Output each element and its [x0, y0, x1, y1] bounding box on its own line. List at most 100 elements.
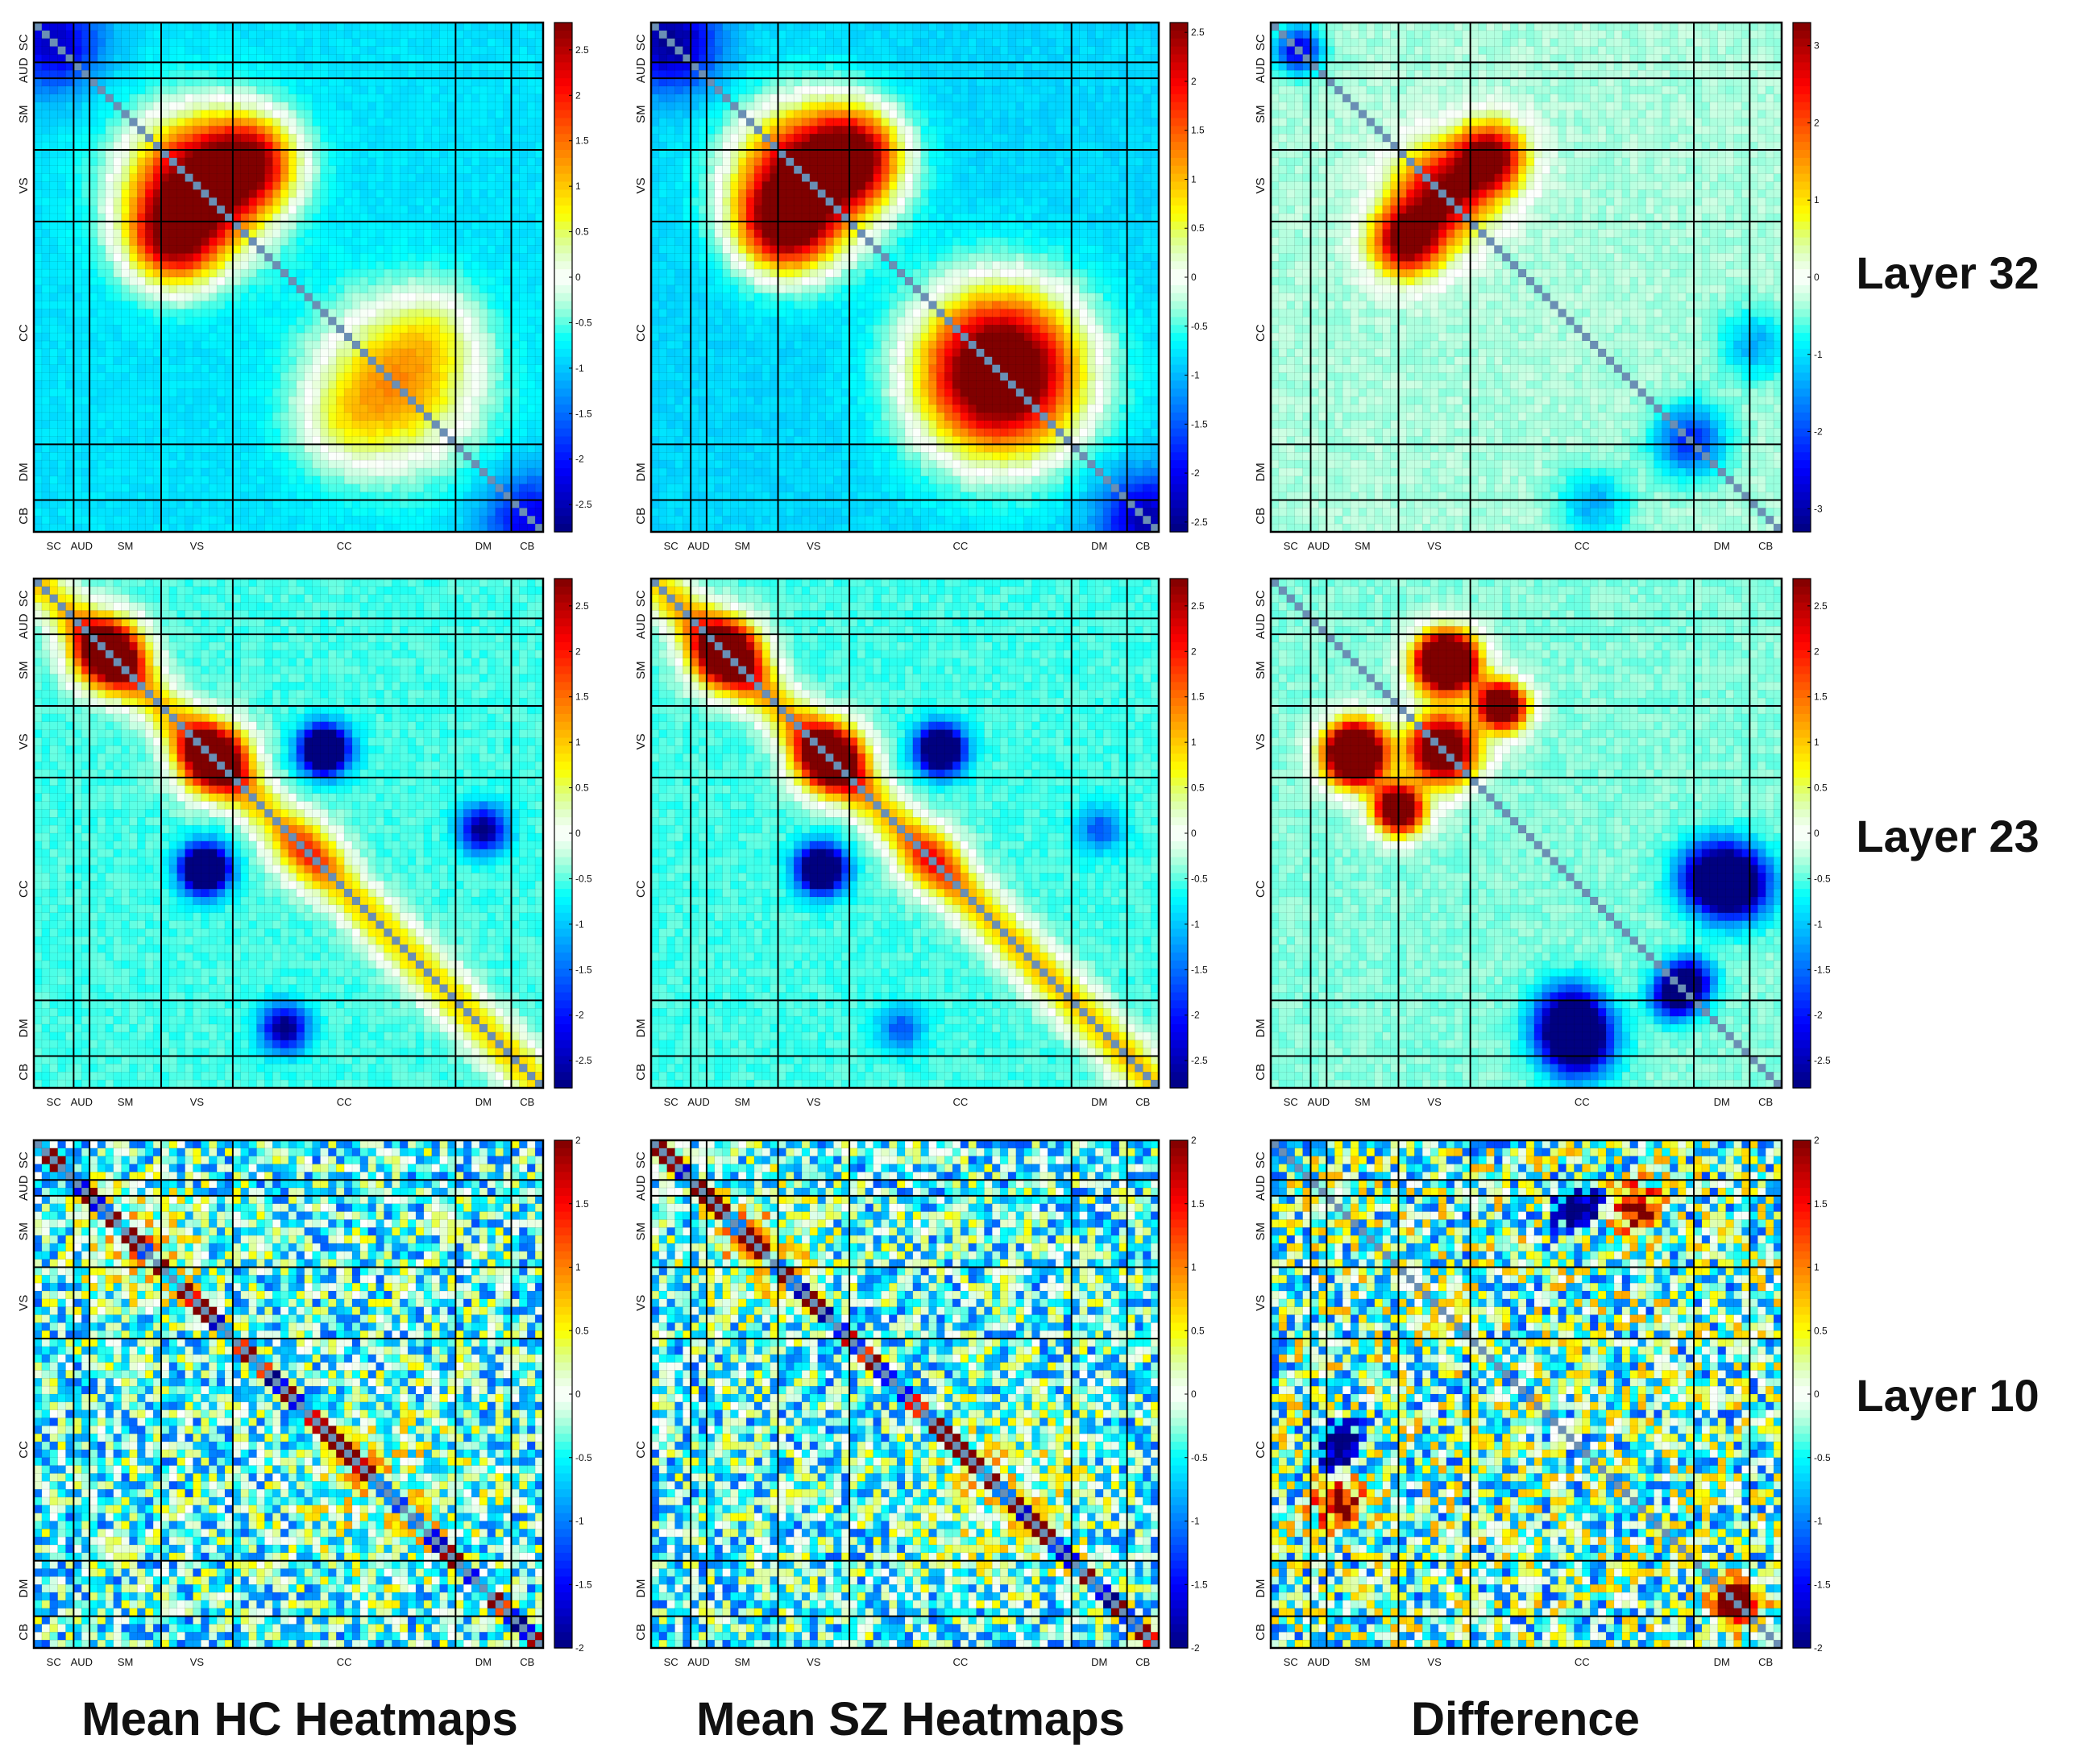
heatmap-cell — [193, 47, 201, 55]
heatmap-cell — [217, 70, 225, 78]
heatmap-cell — [455, 78, 463, 86]
heatmap-cell — [145, 78, 153, 86]
heatmap-cell — [376, 150, 384, 158]
heatmap-cell — [360, 47, 368, 55]
heatmap-cell — [432, 70, 440, 78]
heatmap-cell — [328, 62, 336, 70]
heatmap-cell — [225, 23, 233, 31]
heatmap-cell — [89, 158, 98, 166]
heatmap-cell — [264, 110, 272, 118]
heatmap-cell — [264, 134, 272, 142]
heatmap-cell — [106, 102, 114, 110]
heatmap-cell — [233, 62, 241, 70]
heatmap-cell — [280, 23, 288, 31]
heatmap-cell — [185, 86, 193, 94]
heatmap-cell — [448, 102, 456, 110]
heatmap-cell — [448, 126, 456, 134]
heatmap-cell — [185, 150, 193, 158]
heatmap-cell — [98, 70, 106, 78]
heatmap-cell — [280, 110, 288, 118]
heatmap-cell — [106, 150, 114, 158]
heatmap-cell — [321, 70, 329, 78]
heatmap-cell — [288, 94, 297, 102]
heatmap-cell — [344, 94, 352, 102]
heatmap-cell — [305, 134, 313, 142]
heatmap-cell — [81, 134, 89, 142]
heatmap-cell — [130, 70, 138, 78]
heatmap-cell — [272, 158, 280, 166]
heatmap-cell — [432, 39, 440, 47]
heatmap-cell — [137, 150, 145, 158]
heatmap-cell — [249, 126, 257, 134]
heatmap-cell — [241, 70, 249, 78]
heatmap-cell — [122, 23, 130, 31]
heatmap-cell — [496, 102, 504, 110]
heatmap-cell — [66, 118, 74, 127]
heatmap-cell — [177, 31, 185, 39]
heatmap-cell — [130, 86, 138, 94]
heatmap-cell — [114, 134, 122, 142]
heatmap-cell — [313, 126, 321, 134]
heatmap-cell — [58, 78, 66, 86]
heatmap-cell — [225, 78, 233, 86]
heatmap-cell — [297, 23, 305, 31]
heatmap-cell — [272, 94, 280, 102]
heatmap-cell — [114, 31, 122, 39]
heatmap-cell — [352, 94, 360, 102]
heatmap-cell — [384, 110, 392, 118]
heatmap-cell — [193, 86, 201, 94]
heatmap-cell — [504, 31, 512, 39]
heatmap-cell — [280, 94, 288, 102]
heatmap-cell — [328, 55, 336, 63]
heatmap-cell — [440, 94, 448, 102]
heatmap-cell — [185, 55, 193, 63]
heatmap-cell — [272, 78, 280, 86]
heatmap-cell — [408, 55, 416, 63]
heatmap-cell — [264, 47, 272, 55]
heatmap-cell — [73, 150, 81, 158]
heatmap-cell — [209, 142, 217, 150]
heatmap-cell — [360, 134, 368, 142]
heatmap-cell — [448, 70, 456, 78]
heatmap-cell — [392, 55, 400, 63]
heatmap-cell — [288, 158, 297, 166]
heatmap-cell — [384, 142, 392, 150]
heatmap-cell — [264, 158, 272, 166]
heatmap-cell — [408, 31, 416, 39]
heatmap-cell — [130, 150, 138, 158]
heatmap-cell — [336, 23, 344, 31]
heatmap-cell — [249, 102, 257, 110]
heatmap-cell — [177, 150, 185, 158]
heatmap-cell — [352, 23, 360, 31]
heatmap-cell — [177, 94, 185, 102]
heatmap-cell — [519, 126, 527, 134]
heatmap-cell — [233, 110, 241, 118]
heatmap-cell — [42, 39, 50, 47]
heatmap-cell — [313, 47, 321, 55]
heatmap-cell — [519, 86, 527, 94]
heatmap-cell — [471, 39, 479, 47]
heatmap-cell — [66, 39, 74, 47]
heatmap-cell — [137, 23, 145, 31]
heatmap-cell — [479, 150, 488, 158]
heatmap-cell — [297, 31, 305, 39]
heatmap-cell — [233, 118, 241, 127]
heatmap-cell — [471, 86, 479, 94]
heatmap-cell — [193, 55, 201, 63]
heatmap-cell — [193, 70, 201, 78]
heatmap-cell — [122, 78, 130, 86]
heatmap-cell — [440, 78, 448, 86]
heatmap-cell — [272, 23, 280, 31]
panels-layer: SCAUDSMVSCCDMCBSCAUDSMVSCCDMCB2.521.510.… — [17, 23, 1831, 1668]
heatmap-cell — [321, 86, 329, 94]
heatmap-cell — [73, 23, 81, 31]
heatmap-cell — [440, 102, 448, 110]
heatmap-cell — [305, 86, 313, 94]
heatmap-cell — [432, 31, 440, 39]
heatmap-cell — [360, 31, 368, 39]
heatmap-cell — [328, 110, 336, 118]
heatmap-cell — [42, 78, 50, 86]
heatmap-cell — [89, 62, 98, 70]
heatmap-cell — [73, 47, 81, 55]
heatmap-cell — [440, 142, 448, 150]
